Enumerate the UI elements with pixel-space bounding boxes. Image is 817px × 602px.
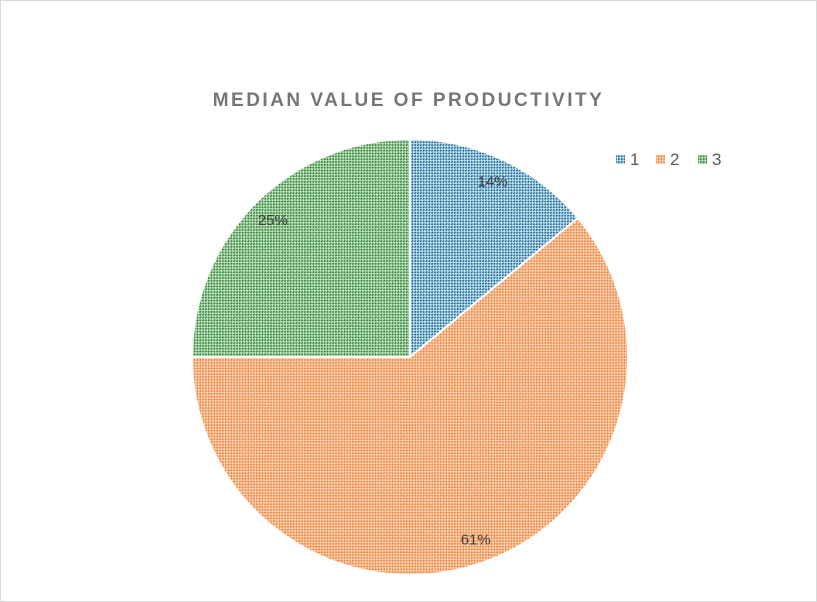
legend-item-2: 2: [656, 150, 679, 169]
pie-slice-1: [409, 137, 580, 360]
legend-item-1: 1: [616, 150, 639, 169]
data-label: 61%: [461, 532, 491, 549]
legend-label: 3: [712, 150, 721, 169]
data-label: 14%: [478, 173, 508, 190]
pie-slice-3: [190, 137, 411, 358]
legend-label: 2: [670, 150, 679, 169]
legend-swatch: [698, 155, 707, 164]
pie-slice-2: [190, 216, 629, 576]
legend-item-3: 3: [698, 150, 721, 169]
legend-swatch: [656, 155, 665, 164]
legend-label: 1: [630, 150, 639, 169]
data-label: 25%: [258, 212, 288, 229]
legend-swatch: [616, 155, 625, 164]
chart-title: MEDIAN VALUE OF PRODUCTIVITY: [212, 90, 605, 111]
